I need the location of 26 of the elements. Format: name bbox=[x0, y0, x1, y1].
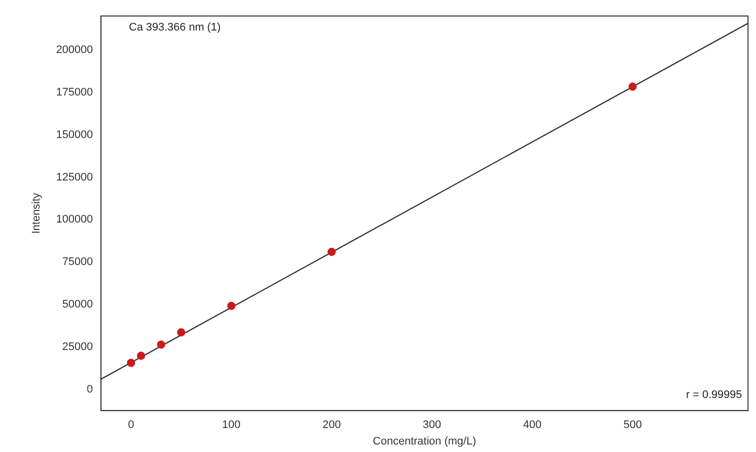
point bbox=[628, 82, 637, 91]
y-tick-label: 50000 bbox=[62, 298, 93, 311]
y-tick-label: 100000 bbox=[56, 214, 93, 226]
point bbox=[157, 340, 166, 349]
x-axis-title: Concentration (mg/L) bbox=[372, 435, 476, 448]
y-tick-label: 150000 bbox=[56, 128, 93, 141]
y-tick-label: 0 bbox=[86, 383, 93, 396]
x-tick-label: 500 bbox=[623, 419, 642, 432]
point bbox=[227, 302, 236, 310]
y-tick-label: 175000 bbox=[56, 86, 93, 98]
x-tick-label: 200 bbox=[322, 419, 341, 432]
point bbox=[126, 358, 136, 368]
annotation: Ca 393.366 nm (1) bbox=[128, 22, 221, 34]
y-axis-title: Intensity bbox=[30, 192, 43, 234]
x-tick-label: 300 bbox=[422, 419, 442, 432]
x-tick-label: 0 bbox=[128, 419, 134, 432]
y-tick-label: 125000 bbox=[56, 171, 93, 184]
x-tick-label: 100 bbox=[222, 419, 241, 432]
y-tick-label: 25000 bbox=[62, 340, 93, 353]
annotation: r = 0.99995 bbox=[686, 389, 742, 402]
x-tick-label: 400 bbox=[523, 419, 542, 432]
point bbox=[177, 328, 186, 336]
y-tick-label: 75000 bbox=[62, 256, 93, 268]
point bbox=[136, 352, 146, 360]
point bbox=[328, 248, 336, 256]
y-tick-label: 200000 bbox=[56, 44, 93, 56]
